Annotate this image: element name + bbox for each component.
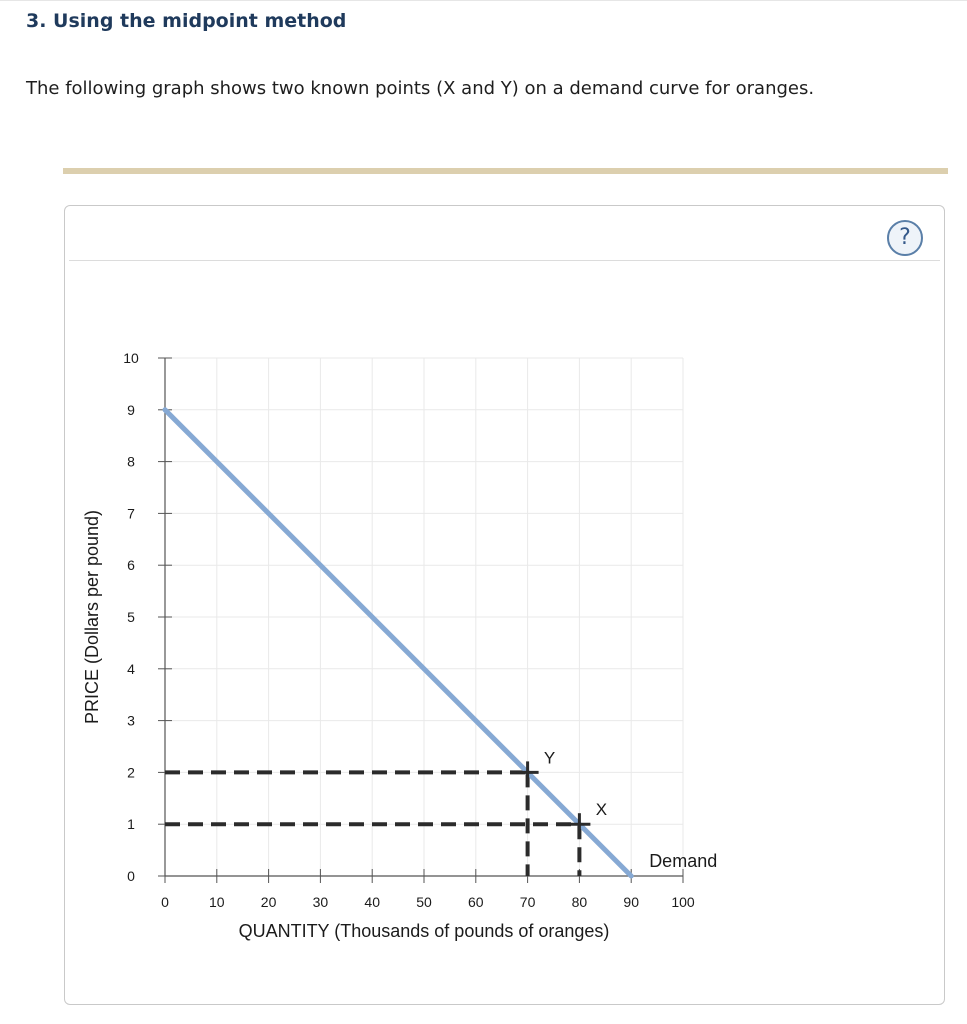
y-tick-label: 8 — [127, 454, 135, 470]
point-label: Y — [544, 748, 555, 767]
y-tick-label: 0 — [127, 868, 135, 884]
y-tick-label: 5 — [127, 609, 135, 625]
x-tick-label: 0 — [161, 894, 169, 910]
demand-curve — [162, 407, 634, 879]
panel-divider — [69, 260, 940, 261]
y-tick-label: 2 — [127, 764, 135, 780]
y-axis-title: PRICE (Dollars per pound) — [82, 510, 102, 724]
graph-panel: ? — [64, 205, 945, 1005]
question-intro: The following graph shows two known poin… — [26, 78, 815, 99]
x-tick-label: 100 — [671, 894, 695, 910]
x-tick-label: 20 — [261, 894, 277, 910]
x-tick-label: 30 — [313, 894, 329, 910]
question-heading: 3. Using the midpoint method — [26, 10, 347, 32]
y-tick-label: 1 — [127, 816, 135, 832]
y-tick-label: 7 — [127, 505, 135, 521]
x-tick-label: 60 — [468, 894, 484, 910]
chart-grid — [165, 357, 684, 876]
x-tick-label: 40 — [364, 894, 380, 910]
y-tick-label: 10 — [123, 350, 139, 366]
chart-labels: Demand Y X QUANTITY (Thousands of pounds of… — [82, 510, 717, 941]
x-tick-label: 10 — [209, 894, 225, 910]
y-tick-label: 9 — [127, 402, 135, 418]
y-tick-label: 4 — [127, 661, 135, 677]
point-label: X — [596, 800, 607, 819]
demand-series-label: Demand — [649, 851, 717, 871]
help-question-icon[interactable]: ? — [887, 220, 923, 256]
x-tick-label: 90 — [623, 894, 639, 910]
y-tick-label: 6 — [127, 557, 135, 573]
chart-points — [516, 761, 591, 836]
chart-series — [162, 407, 634, 879]
top-rule — [0, 0, 967, 1]
x-axis-title: QUANTITY (Thousands of pounds of oranges… — [239, 921, 610, 941]
x-tick-label: 50 — [416, 894, 432, 910]
x-tick-label: 80 — [572, 894, 588, 910]
accent-bar — [63, 168, 948, 174]
x-tick-label: 70 — [520, 894, 536, 910]
y-tick-label: 3 — [127, 713, 135, 729]
